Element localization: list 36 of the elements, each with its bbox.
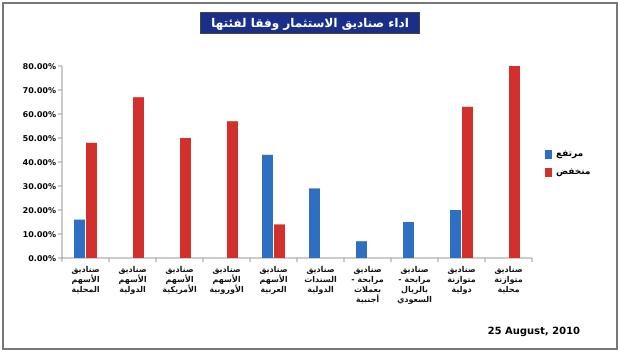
bar bbox=[462, 106, 473, 258]
x-tick-label: صناديق الأسهم الأمريكية bbox=[161, 265, 198, 295]
x-tick-label: صناديق الأسهم العربية bbox=[258, 265, 289, 295]
bar bbox=[227, 121, 238, 258]
chart-title: اداء صناديق الاستثمار وفقا لفئتها bbox=[200, 12, 420, 34]
bar bbox=[180, 138, 191, 258]
y-tick-label: 70.00% bbox=[22, 86, 56, 95]
y-tick-label: 50.00% bbox=[22, 134, 56, 143]
x-tick-label: صناديق الأسهم الدولية bbox=[117, 265, 148, 295]
bar bbox=[309, 188, 320, 258]
x-tick-label: صناديق مرابحة - بالريال السعودي bbox=[396, 265, 433, 305]
bar bbox=[274, 224, 285, 258]
x-tick-label: صناديق الأسهم المحلية bbox=[70, 265, 101, 295]
y-tick-label: 20.00% bbox=[22, 206, 56, 215]
legend-label: مرتفع bbox=[556, 149, 584, 159]
text: 25 August, 2010 bbox=[488, 326, 580, 337]
x-tick-label: صناديق مرابحة - بعملات أجنبية bbox=[350, 265, 385, 305]
bar bbox=[403, 222, 414, 258]
x-tick-label: صناديق الأسهم الأوروبية bbox=[208, 265, 245, 295]
bar bbox=[74, 220, 85, 258]
bar bbox=[262, 154, 273, 258]
bar bbox=[133, 97, 144, 258]
legend-label: منخفض bbox=[556, 167, 590, 177]
y-tick-label: 10.00% bbox=[22, 230, 56, 239]
bar bbox=[450, 210, 461, 258]
y-tick-label: 0.00% bbox=[28, 254, 56, 263]
y-tick-label: 60.00% bbox=[22, 110, 56, 119]
x-tick-label: صناديق متوازنة محلية bbox=[493, 265, 524, 295]
y-tick-label: 30.00% bbox=[22, 182, 56, 191]
bar bbox=[86, 142, 97, 258]
bar bbox=[356, 241, 367, 258]
x-tick-label: صناديق متوازنة دولية bbox=[446, 265, 477, 295]
y-tick-label: 40.00% bbox=[22, 158, 56, 167]
y-tick-label: 80.00% bbox=[22, 62, 56, 71]
x-tick-label: صناديق السندات الدولية bbox=[303, 265, 338, 295]
bar bbox=[509, 66, 520, 258]
